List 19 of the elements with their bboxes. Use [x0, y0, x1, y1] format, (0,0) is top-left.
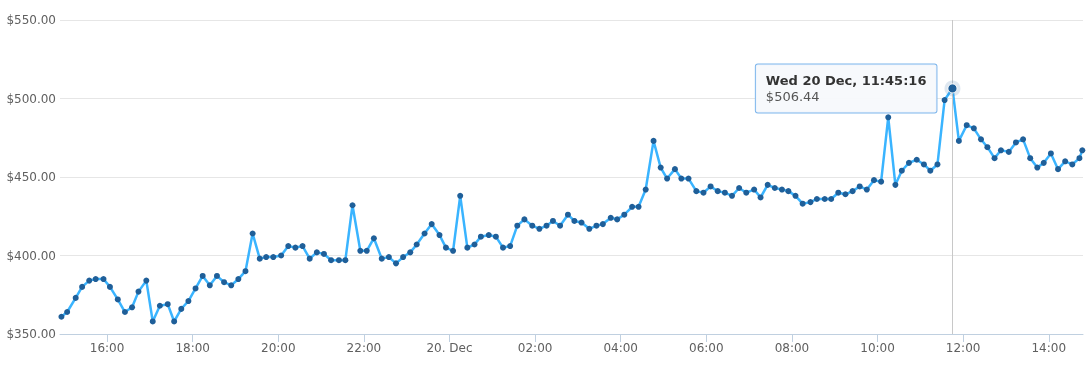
x-tick-label: 22:00 — [346, 341, 382, 355]
annotation: $506.44 — [765, 88, 820, 104]
x-tick-label: 20. Dec — [426, 341, 473, 355]
x-tick-label: 04:00 — [603, 341, 639, 355]
y-tick-label: $350.00 — [6, 327, 56, 341]
y-tick-label: $550.00 — [6, 13, 56, 27]
x-tick-label: 06:00 — [689, 341, 724, 355]
x-tick-label: 10:00 — [860, 341, 895, 355]
y-tick-label: $500.00 — [6, 91, 56, 106]
x-tick-label: 08:00 — [774, 341, 810, 355]
x-tick-label: 12:00 — [945, 341, 981, 355]
x-tick-label: 18:00 — [175, 341, 210, 355]
x-tick-label: 02:00 — [517, 341, 553, 355]
x-tick-label: 14:00 — [1031, 341, 1067, 355]
x-tick-label: 16:00 — [89, 341, 125, 355]
y-tick-label: $400.00 — [6, 248, 56, 263]
x-tick-label: 20:00 — [261, 341, 296, 355]
y-tick-label: $450.00 — [6, 170, 56, 184]
annotation: Wed 20 Dec, 11:45:16 — [765, 72, 927, 88]
